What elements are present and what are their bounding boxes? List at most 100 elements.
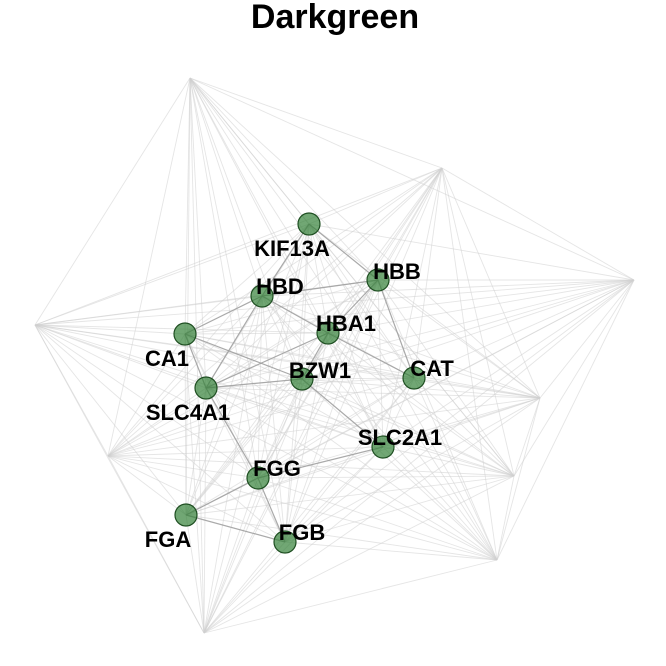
node-label-hba1: HBA1 [316, 311, 376, 336]
background-edge [441, 167, 635, 281]
edge-ca1-bzw1 [184, 333, 303, 380]
background-edge [413, 377, 515, 477]
background-edge [34, 324, 207, 389]
background-edge [382, 446, 515, 477]
background-edge [203, 397, 541, 634]
background-edge [107, 223, 310, 457]
background-edge [284, 332, 329, 543]
background-edge [413, 377, 541, 399]
background-edge [327, 332, 384, 448]
background-edge [513, 397, 541, 477]
background-edge [189, 77, 207, 389]
edge-hbb-hba1 [327, 279, 379, 334]
background-edge [203, 475, 515, 634]
node-label-fgg: FGG [253, 456, 301, 481]
background-edge [205, 387, 286, 543]
background-edge [203, 559, 498, 634]
background-edge [441, 167, 541, 399]
background-edge [184, 333, 187, 516]
node-bzw1 [290, 367, 314, 391]
background-edge [184, 333, 541, 399]
background-edge [34, 324, 187, 516]
edge-kif13a-hbd [261, 223, 310, 297]
node-label-cat: CAT [410, 356, 454, 381]
background-edge [257, 295, 263, 479]
background-edge [377, 279, 541, 399]
background-edge [189, 77, 541, 399]
background-edge [301, 279, 635, 380]
background-edge [189, 77, 443, 169]
background-edge [284, 279, 379, 543]
background-edge [107, 279, 379, 457]
background-edge [205, 387, 515, 477]
diagram-title: Darkgreen [251, 0, 419, 36]
edge-hbd-slc4a1 [205, 295, 263, 389]
background-edges [34, 77, 635, 634]
background-edge [257, 397, 541, 479]
background-edge [284, 541, 498, 561]
node-fgg [246, 466, 270, 490]
background-edge [261, 295, 384, 448]
background-edge [513, 279, 635, 477]
background-edge [327, 332, 515, 477]
node-label-fgb: FGB [279, 520, 325, 545]
background-edge [308, 167, 443, 225]
background-edge [107, 279, 635, 457]
background-edge [189, 77, 635, 281]
node-hba1 [316, 321, 340, 345]
background-edge [185, 475, 515, 516]
background-edge [257, 378, 303, 479]
background-edge [107, 455, 187, 516]
background-edge [185, 378, 303, 516]
background-edge [284, 279, 635, 543]
background-edge [185, 446, 384, 516]
background-edge [185, 295, 263, 516]
node-label-bzw1: BZW1 [289, 358, 351, 383]
background-edge [107, 77, 191, 457]
background-edge [203, 279, 635, 634]
edge-hbd-ca1 [184, 295, 263, 335]
background-edge [185, 77, 191, 516]
background-edge [261, 295, 498, 561]
background-edge [327, 332, 498, 561]
node-hbd [250, 284, 274, 308]
background-edge [441, 167, 498, 561]
node-fgb [273, 530, 297, 554]
background-edge [308, 223, 515, 477]
node-hbb [366, 268, 390, 292]
background-edge [205, 387, 498, 561]
background-edge [382, 377, 415, 448]
background-edge [107, 455, 259, 479]
background-edge [185, 387, 207, 516]
background-edge [189, 77, 205, 634]
node-label-ca1: CA1 [145, 346, 189, 371]
background-edge [185, 377, 415, 516]
background-edge [496, 279, 635, 561]
node-label-hbb: HBB [373, 259, 421, 284]
edge-bzw1-slc2a1 [301, 378, 384, 448]
background-edge [308, 223, 384, 448]
background-edge [34, 295, 263, 326]
background-edge [308, 223, 635, 281]
background-edge [34, 324, 541, 399]
background-edge [205, 387, 384, 448]
background-edge [185, 397, 541, 516]
background-edge [185, 332, 329, 516]
background-edge [189, 77, 263, 297]
edge-fga-fgb [185, 514, 286, 543]
background-edge [34, 324, 186, 335]
background-edge [34, 279, 635, 326]
background-edge [107, 455, 498, 561]
node-cat [402, 366, 426, 390]
background-edge [203, 167, 443, 634]
background-edge [184, 279, 635, 335]
background-edge [203, 377, 415, 634]
background-edge [308, 223, 541, 399]
node-kif13a [297, 212, 321, 236]
background-edge [413, 377, 498, 561]
node-edges [184, 223, 415, 543]
node-ca1 [173, 322, 197, 346]
background-edge [413, 279, 635, 379]
background-edge [203, 387, 207, 634]
